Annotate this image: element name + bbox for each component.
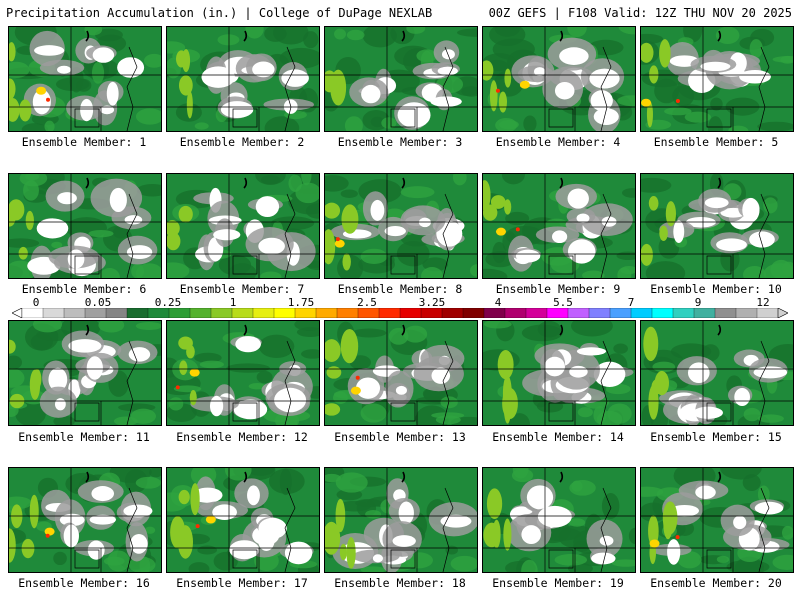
ensemble-member-map (166, 26, 320, 132)
ensemble-member-map (324, 173, 478, 279)
ensemble-member-map (482, 467, 636, 573)
model-valid-time: 00Z GEFS | F108 Valid: 12Z THU NOV 20 20… (488, 6, 792, 20)
ensemble-member-label: Ensemble Member: 2 (179, 135, 305, 149)
precip-colorbar (12, 308, 788, 318)
ensemble-member-map (482, 26, 636, 132)
ensemble-member-label: Ensemble Member: 16 (18, 576, 150, 590)
ensemble-member-map (482, 173, 636, 279)
ensemble-member-label: Ensemble Member: 6 (21, 282, 147, 296)
map-title: Precipitation Accumulation (in.) | Colle… (6, 6, 433, 20)
ensemble-member-map (324, 467, 478, 573)
ensemble-member-label: Ensemble Member: 13 (334, 430, 466, 444)
colorbar-tick-label: 9 (694, 296, 702, 309)
ensemble-member-map (482, 320, 636, 426)
ensemble-member-label: Ensemble Member: 3 (337, 135, 463, 149)
ensemble-member-map (166, 173, 320, 279)
ensemble-member-map (640, 173, 794, 279)
colorbar-tick-label: 5.5 (553, 296, 573, 309)
ensemble-member-label: Ensemble Member: 10 (650, 282, 782, 296)
colorbar-tick-label: 4 (494, 296, 502, 309)
ensemble-member-map (8, 320, 162, 426)
ensemble-member-map (324, 26, 478, 132)
ensemble-member-label: Ensemble Member: 8 (337, 282, 463, 296)
ensemble-member-label: Ensemble Member: 5 (653, 135, 779, 149)
ensemble-member-map (166, 320, 320, 426)
ensemble-member-label: Ensemble Member: 18 (334, 576, 466, 590)
colorbar-tick-label: 1.75 (287, 296, 315, 309)
colorbar-tick-label: 1 (229, 296, 237, 309)
ensemble-member-map (166, 467, 320, 573)
colorbar-tick-label: 12 (756, 296, 770, 309)
ensemble-member-label: Ensemble Member: 14 (492, 430, 624, 444)
colorbar-tick-label: 0.05 (84, 296, 112, 309)
ensemble-member-label: Ensemble Member: 9 (495, 282, 621, 296)
ensemble-member-label: Ensemble Member: 17 (176, 576, 308, 590)
ensemble-member-label: Ensemble Member: 20 (650, 576, 782, 590)
ensemble-member-map (324, 320, 478, 426)
ensemble-member-map (640, 320, 794, 426)
ensemble-member-map (8, 173, 162, 279)
colorbar-tick-label: 2.5 (357, 296, 377, 309)
colorbar-tick-label: 7 (627, 296, 635, 309)
ensemble-member-label: Ensemble Member: 15 (650, 430, 782, 444)
colorbar-tick-label: 0.25 (154, 296, 182, 309)
ensemble-member-label: Ensemble Member: 7 (179, 282, 305, 296)
colorbar-tick-label: 3.25 (418, 296, 446, 309)
ensemble-member-label: Ensemble Member: 11 (18, 430, 150, 444)
ensemble-member-label: Ensemble Member: 4 (495, 135, 621, 149)
ensemble-member-map (8, 26, 162, 132)
ensemble-member-map (8, 467, 162, 573)
ensemble-member-map (640, 467, 794, 573)
ensemble-member-label: Ensemble Member: 1 (21, 135, 147, 149)
ensemble-member-label: Ensemble Member: 19 (492, 576, 624, 590)
ensemble-member-map (640, 26, 794, 132)
ensemble-member-label: Ensemble Member: 12 (176, 430, 308, 444)
colorbar-tick-label: 0 (32, 296, 40, 309)
